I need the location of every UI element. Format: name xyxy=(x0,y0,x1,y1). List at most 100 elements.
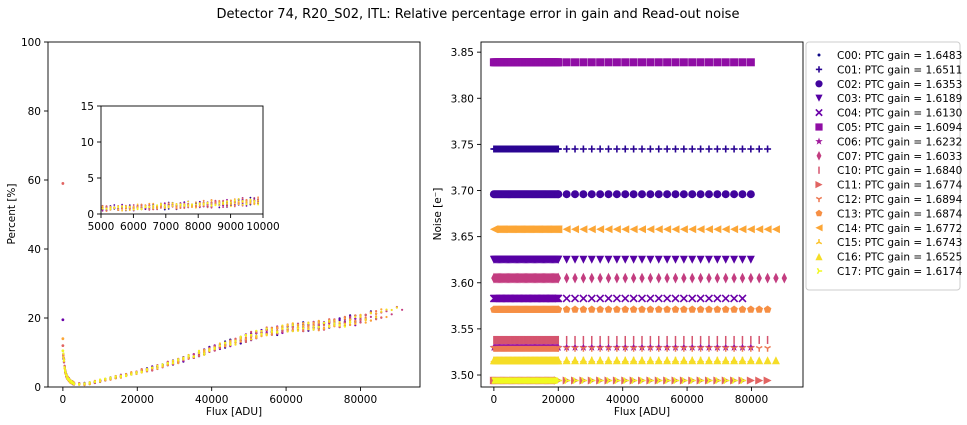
noise-point xyxy=(730,225,739,234)
noise-point xyxy=(563,345,571,352)
gain-error-point xyxy=(359,321,362,324)
gain-error-xtick-label: 80000 xyxy=(344,394,377,406)
noise-point xyxy=(554,345,562,352)
read-noise-xtick-label: 20000 xyxy=(542,394,575,406)
gain-error-point xyxy=(151,366,154,369)
noise-point xyxy=(570,294,580,303)
inset-point xyxy=(222,203,225,206)
noise-point xyxy=(730,190,739,199)
gain-error-point xyxy=(375,318,378,321)
noise-point xyxy=(637,342,647,351)
gain-error-point xyxy=(343,323,346,326)
gain-error-point xyxy=(333,319,336,322)
noise-point xyxy=(689,272,695,284)
noise-point xyxy=(740,377,746,384)
noise-point xyxy=(746,356,755,365)
inset-point xyxy=(206,206,209,209)
inset-point xyxy=(113,206,116,209)
read-noise-xtick-label: 0 xyxy=(491,394,498,406)
gain-error-ytick-label: 0 xyxy=(34,382,41,394)
noise-point xyxy=(723,272,729,284)
inset-point xyxy=(140,203,143,206)
noise-point xyxy=(638,255,646,264)
inset-point xyxy=(167,204,170,207)
gain-error-xlabel: Flux [ADU] xyxy=(206,406,262,418)
inset-point xyxy=(257,196,259,199)
noise-point xyxy=(580,272,587,284)
noise-point xyxy=(604,342,613,351)
noise-point xyxy=(722,145,730,153)
noise-point xyxy=(612,190,621,199)
gain-error-outlier xyxy=(61,349,65,353)
gain-error-series xyxy=(62,314,362,386)
inset-point xyxy=(163,205,166,208)
noise-point xyxy=(589,377,596,384)
noise-point xyxy=(755,225,764,234)
noise-point xyxy=(671,305,680,313)
gain-error-point xyxy=(130,373,133,376)
noise-point xyxy=(614,272,620,284)
noise-point xyxy=(746,255,755,264)
noise-point xyxy=(679,190,688,199)
gain-error-point xyxy=(208,347,211,350)
noise-point xyxy=(713,305,722,313)
legend-label: C15: PTC gain = 1.6743 xyxy=(837,237,962,249)
noise-point xyxy=(654,356,663,365)
noise-point xyxy=(596,225,605,234)
gain-error-point xyxy=(343,325,346,328)
noise-point xyxy=(721,255,730,264)
legend-label: C04: PTC gain = 1.6130 xyxy=(837,108,962,120)
gain-error-series xyxy=(62,324,320,386)
inset-point xyxy=(113,204,116,206)
noise-point xyxy=(755,356,764,365)
noise-point xyxy=(764,145,772,153)
noise-point xyxy=(654,255,663,264)
inset-point xyxy=(222,206,225,209)
gain-error-point xyxy=(187,354,190,357)
legend-marker xyxy=(816,150,822,161)
gain-error-point xyxy=(234,339,237,342)
gain-error-point xyxy=(354,315,357,318)
noise-point xyxy=(696,356,705,365)
noise-point xyxy=(764,345,771,352)
noise-point xyxy=(771,225,780,234)
inset-point xyxy=(148,202,151,205)
noise-point xyxy=(755,345,763,352)
noise-point xyxy=(646,255,655,264)
noise-point xyxy=(612,58,621,67)
gain-error-point xyxy=(72,383,76,386)
inset-ytick-label: 10 xyxy=(81,137,94,149)
noise-point xyxy=(713,356,722,365)
legend-frame xyxy=(805,41,961,291)
gain-error-point xyxy=(359,319,362,322)
noise-point xyxy=(729,342,739,351)
inset-point xyxy=(152,202,155,205)
gain-error-point xyxy=(328,319,331,322)
inset-point xyxy=(101,207,104,210)
gain-error-point xyxy=(192,353,195,356)
noise-point xyxy=(747,345,755,352)
noise-point xyxy=(589,272,595,284)
gain-error-point xyxy=(239,337,242,340)
noise-point xyxy=(654,342,663,351)
noise-point xyxy=(681,377,688,384)
inset-point xyxy=(230,205,232,208)
inset-point xyxy=(144,206,147,209)
noise-point xyxy=(630,345,638,352)
legend-entry: C05: PTC gain = 1.6094 xyxy=(815,122,963,134)
noise-point xyxy=(773,272,779,284)
legend-label: C00: PTC gain = 1.6483 xyxy=(837,50,962,62)
legend-entry: C17: PTC gain = 1.6174 xyxy=(816,266,963,278)
gain-error-point xyxy=(354,319,357,323)
legend-marker xyxy=(815,66,823,73)
gain-error-point xyxy=(385,310,388,313)
noise-point xyxy=(696,342,705,351)
noise-point xyxy=(713,345,721,352)
inset-point xyxy=(222,199,225,202)
gain-error-ytick-label: 20 xyxy=(28,313,41,325)
gain-error-point xyxy=(281,324,284,327)
noise-point xyxy=(721,305,730,313)
inset-point xyxy=(121,207,123,210)
noise-point xyxy=(688,356,697,365)
noise-point xyxy=(571,58,580,67)
